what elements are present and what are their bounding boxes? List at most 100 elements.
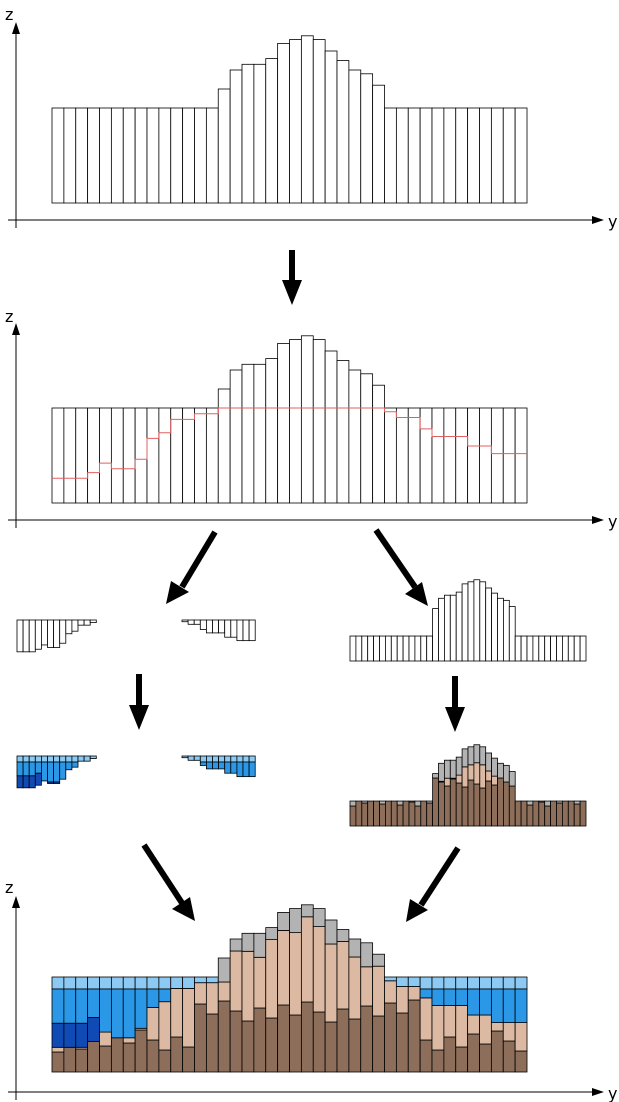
profile-column	[277, 43, 290, 204]
combined-column-brown	[514, 1050, 528, 1073]
y-axis: y	[8, 1084, 617, 1102]
combined-column-tan	[372, 965, 385, 1017]
profile-column	[443, 107, 457, 204]
profile-column	[110, 107, 124, 204]
water-column-top	[16, 755, 24, 763]
combined-column-tan	[182, 988, 195, 1048]
water-columns-outline	[16, 619, 256, 653]
combined-column-tan	[205, 982, 219, 1015]
combined-column-tan	[265, 939, 279, 1019]
water-column-top	[187, 755, 195, 761]
combined-column-water-mid	[479, 988, 492, 1016]
profile-column	[324, 350, 338, 504]
water-column-deep	[53, 781, 61, 784]
profile-column	[479, 107, 492, 204]
combined-column-water-top	[134, 976, 148, 990]
sediment-column-tan	[473, 762, 481, 785]
sediment-column-gray	[473, 744, 481, 764]
water-column-mid	[218, 761, 226, 770]
combined-column-tan	[146, 1007, 160, 1041]
sediment-column-gray	[479, 746, 487, 766]
combined-column-tan	[348, 956, 362, 1020]
water-column-top	[34, 755, 42, 763]
sediment-column	[579, 635, 587, 662]
water-column	[193, 619, 201, 625]
water-column-mid	[199, 761, 207, 766]
flow-arrow-merge-right	[406, 846, 461, 922]
combined-column-tan	[360, 966, 374, 1007]
combined-column-brown	[336, 1008, 350, 1073]
combined-column-water-mid	[455, 988, 469, 1006]
z-axis-label: z	[5, 307, 13, 326]
sediment-column-brown	[562, 800, 569, 827]
sediment-column-gray	[414, 800, 422, 807]
combined-column-gray	[336, 929, 350, 942]
combined-column-tan	[419, 997, 433, 1041]
combined-column-tan	[384, 980, 397, 1004]
water-column-deep	[47, 781, 54, 784]
sediment-column	[367, 635, 375, 662]
profile-column	[455, 107, 469, 204]
sediment-column-tan	[443, 777, 451, 787]
water-column	[248, 619, 256, 642]
water-column-top	[22, 755, 30, 763]
profile-column	[229, 369, 243, 504]
profile-column	[455, 407, 469, 504]
combined-column-tan	[51, 1046, 65, 1053]
sediment-column	[426, 635, 434, 662]
sediment-column-brown	[473, 783, 481, 827]
combined-column-water-top	[479, 976, 492, 990]
sediment-column	[443, 594, 451, 662]
threshold-line	[52, 407, 527, 479]
water-column-mid	[65, 761, 73, 771]
water-column-mid	[230, 761, 238, 774]
combined-column-gray	[300, 904, 314, 918]
y-axis: y	[8, 512, 617, 531]
water-column-top	[77, 755, 85, 762]
combined-column-brown	[146, 1039, 160, 1073]
sediment-column	[526, 635, 534, 662]
sediment-column	[562, 635, 569, 662]
sediment-column-brown	[573, 803, 581, 827]
profile-column	[514, 407, 528, 504]
combined-column-water-top	[194, 976, 207, 984]
water-column-mid	[47, 761, 54, 783]
sediment-column-brown	[491, 784, 498, 827]
water-column-top	[224, 755, 232, 763]
combined-column-gray	[253, 932, 267, 958]
combined-column-brown	[360, 1005, 374, 1073]
combined-column-tan	[467, 1014, 480, 1035]
profile-column	[395, 407, 409, 504]
combined-column-brown	[182, 1046, 195, 1073]
y-axis: y	[8, 212, 617, 231]
water-column	[28, 619, 36, 653]
combined-column-water-top	[110, 976, 124, 990]
combined-column-water-deep	[63, 1022, 77, 1048]
combined-column-water-deep	[87, 1017, 100, 1042]
panel-original-profile: z y	[5, 5, 617, 231]
flow-arrow-merge-left	[141, 843, 195, 921]
combined-column-gray	[372, 953, 385, 967]
combined-column-brown	[490, 1030, 504, 1073]
combined-column-water-mid	[146, 988, 160, 1008]
sediment-column-brown	[455, 782, 463, 827]
profile-column	[360, 373, 374, 504]
sediment-column-gray	[485, 752, 493, 772]
profile-column	[122, 407, 136, 504]
sediment-column	[514, 635, 522, 662]
sediment-column-brown	[538, 801, 546, 827]
profile-column	[75, 107, 89, 204]
profile-column	[289, 339, 302, 504]
profile-column	[277, 342, 290, 504]
combined-column-tan	[455, 1005, 469, 1048]
profile-column	[372, 384, 385, 504]
sediment-column	[473, 579, 481, 662]
combined-column-water-top	[75, 976, 89, 990]
water-column	[53, 619, 61, 648]
profile-column	[300, 335, 314, 504]
sediment-column-gray	[526, 800, 534, 806]
water-column-top	[193, 755, 201, 761]
profile-column	[63, 107, 77, 204]
profile-column	[372, 84, 385, 204]
combined-column-water-top	[490, 976, 504, 990]
